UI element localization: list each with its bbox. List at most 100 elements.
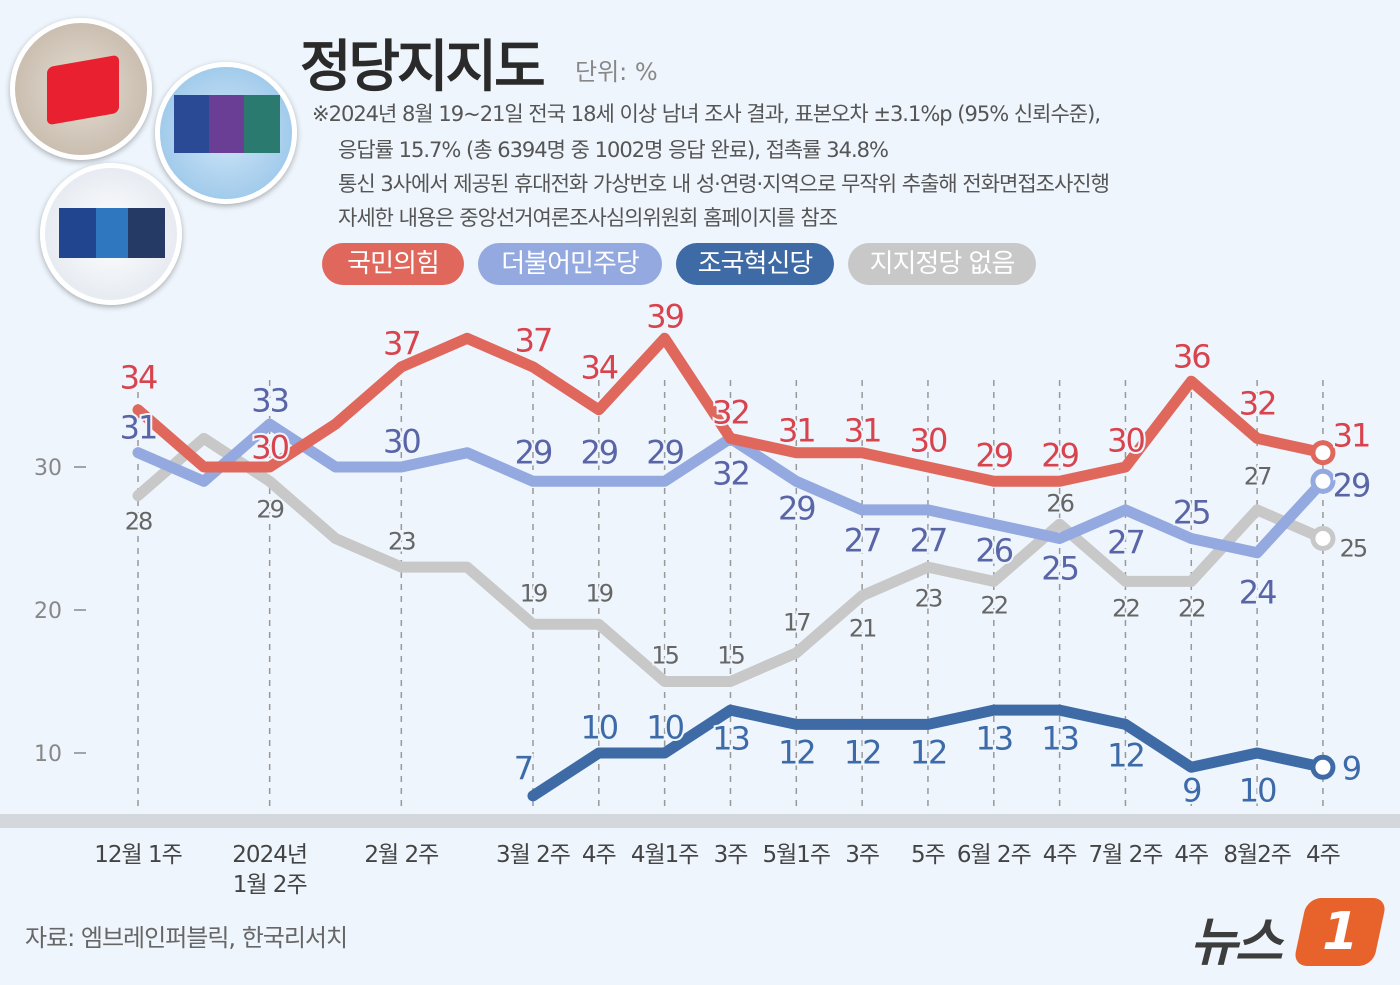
x-tick-label: 6월 2주 — [957, 842, 1031, 868]
data-label: 39 — [646, 298, 683, 336]
data-label: 17 — [783, 609, 810, 637]
data-label: 31 — [844, 412, 881, 450]
x-tick-label: 4주 — [582, 842, 616, 868]
survey-note: 자세한 내용은 중앙선거여론조사심의위원회 홈페이지를 참조 — [338, 206, 838, 230]
data-label: 27 — [1107, 524, 1144, 562]
data-label: 32 — [712, 455, 749, 493]
survey-note: 응답률 15.7% (총 6394명 중 1002명 응답 완료), 접촉률 3… — [338, 138, 889, 162]
data-label: 10 — [1239, 772, 1276, 810]
chart-title: 정당지지도 — [300, 35, 546, 100]
data-label: 28 — [125, 508, 152, 536]
data-label: 19 — [586, 580, 613, 608]
data-label: 31 — [120, 409, 157, 447]
data-label: 12 — [778, 734, 815, 772]
x-tick-label: 5월1주 — [763, 842, 831, 868]
source-note: 자료: 엠브레인퍼블릭, 한국리서치 — [25, 924, 348, 952]
x-tick-label: 4월1주 — [631, 842, 699, 868]
data-label: 30 — [1107, 422, 1144, 460]
series-line-0 — [132, 332, 1329, 487]
data-label: 13 — [712, 720, 749, 758]
data-label: 24 — [1239, 574, 1276, 612]
rebuilding-flag-icon — [59, 208, 165, 258]
data-label: 29 — [515, 434, 552, 472]
x-tick-label: 2월 2주 — [364, 842, 438, 868]
x-tick-label: 3월 2주 — [496, 842, 570, 868]
series-endpoint-3 — [1310, 526, 1336, 551]
legend-dp: 더불어민주당 — [478, 243, 662, 285]
rebuilding-party-logo-circle — [40, 163, 182, 305]
data-label: 26 — [975, 532, 1012, 570]
x-tick-label: 2024년 1월 2주 — [232, 842, 307, 898]
data-label: 25 — [1041, 550, 1078, 588]
unit-label: 단위: % — [575, 58, 658, 86]
x-tick-label: 3주 — [714, 842, 748, 868]
data-label: 37 — [515, 322, 552, 360]
data-label: 9 — [1182, 772, 1201, 810]
y-tick-label: 10 — [34, 742, 62, 767]
x-tick-label: 4주 — [1174, 842, 1208, 868]
data-label: 29 — [646, 434, 683, 472]
data-label: 22 — [1178, 595, 1205, 623]
data-label: 31 — [1333, 417, 1370, 455]
y-tick-label: 20 — [34, 599, 62, 624]
data-label: 27 — [1244, 463, 1271, 491]
data-label: 12 — [844, 734, 881, 772]
data-label: 12 — [910, 734, 947, 772]
data-label: 22 — [981, 592, 1008, 620]
x-tick-label: 4주 — [1043, 842, 1077, 868]
x-tick-label: 4주 — [1306, 842, 1340, 868]
data-label: 29 — [1333, 467, 1370, 505]
series-endpoint-2 — [1310, 754, 1336, 780]
dp-logo-circle — [155, 62, 297, 204]
data-label: 19 — [520, 580, 547, 608]
data-label: 34 — [580, 349, 617, 387]
data-label: 30 — [910, 422, 947, 460]
data-label: 34 — [120, 359, 157, 397]
data-label: 29 — [256, 496, 283, 524]
series-line-3 — [132, 432, 1329, 687]
data-label: 33 — [251, 382, 288, 420]
x-tick-label: 7월 2주 — [1088, 842, 1162, 868]
data-label: 13 — [1041, 720, 1078, 758]
data-label: 32 — [712, 394, 749, 432]
data-label: 26 — [1046, 490, 1073, 518]
data-label: 23 — [915, 585, 942, 613]
data-label: 9 — [1342, 750, 1361, 788]
data-label: 25 — [1340, 535, 1367, 563]
series-endpoint-0 — [1310, 440, 1336, 466]
legend-ppp: 국민의힘 — [322, 243, 464, 285]
x-axis-band — [0, 814, 1400, 828]
data-label: 29 — [580, 434, 617, 472]
x-tick-label: 8월2주 — [1223, 842, 1291, 868]
data-label: 21 — [849, 615, 876, 643]
survey-note: ※2024년 8월 19~21일 전국 18세 이상 남녀 조사 결과, 표본오… — [312, 102, 1101, 126]
survey-note: 통신 3사에서 제공된 휴대전화 가상번호 내 성·연령·지역으로 무작위 추출… — [338, 172, 1110, 196]
ppp-logo-circle — [10, 18, 152, 160]
legend-rebuilding: 조국혁신당 — [676, 243, 834, 285]
data-label: 10 — [580, 709, 617, 747]
data-label: 29 — [778, 490, 815, 528]
series-endpoint-1 — [1310, 468, 1336, 494]
data-label: 30 — [251, 429, 288, 467]
x-tick-label: 5주 — [911, 842, 945, 868]
data-label: 37 — [383, 325, 420, 363]
data-label: 29 — [975, 437, 1012, 475]
data-label: 25 — [1173, 494, 1210, 532]
data-label: 13 — [975, 720, 1012, 758]
data-label: 32 — [1239, 385, 1276, 423]
data-label: 27 — [844, 522, 881, 560]
y-tick-label: 30 — [34, 456, 62, 481]
legend-none: 지지정당 없음 — [848, 243, 1036, 285]
data-label: 22 — [1112, 595, 1139, 623]
data-label: 15 — [651, 642, 678, 670]
news1-logo-mark: 1 — [1292, 898, 1388, 966]
data-label: 12 — [1107, 737, 1144, 775]
data-label: 27 — [910, 522, 947, 560]
data-label: 15 — [717, 642, 744, 670]
series-line-2 — [527, 704, 1329, 802]
data-label: 30 — [383, 423, 420, 461]
x-tick-label: 12월 1주 — [94, 842, 182, 868]
data-label: 7 — [514, 750, 532, 788]
data-label: 10 — [646, 709, 683, 747]
